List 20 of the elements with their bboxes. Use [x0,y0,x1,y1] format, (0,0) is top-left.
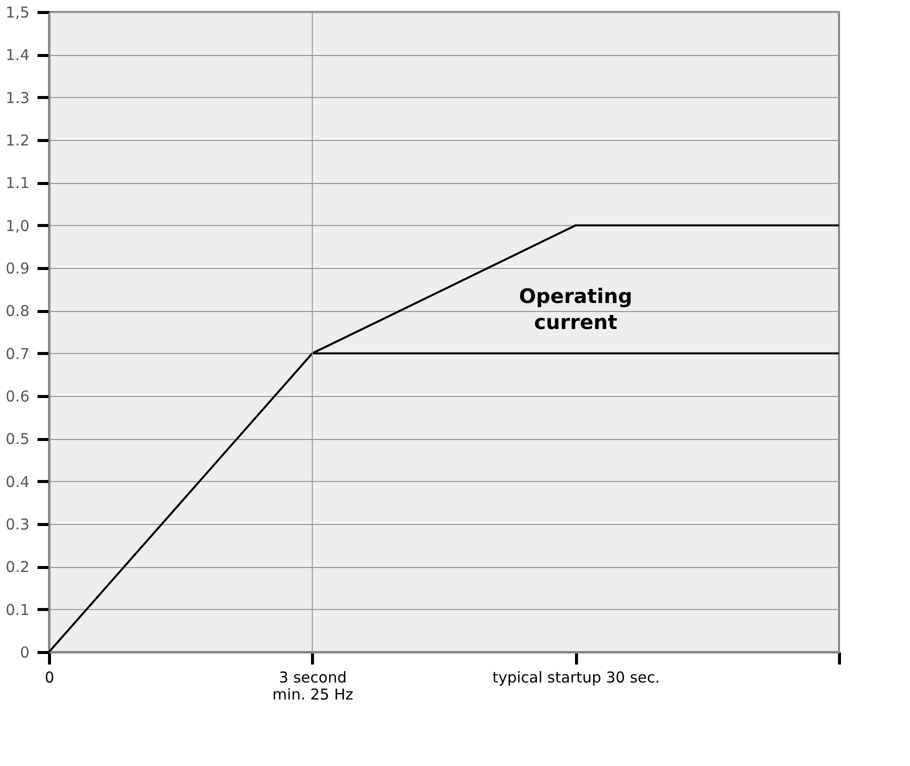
annotation: Operating current [519,284,632,334]
y-tick-label: 1.4 [6,46,30,64]
y-tick-label: 1.2 [6,132,30,150]
y-tick-label: 0.3 [6,516,30,534]
y-tick-label: 0.6 [6,388,30,406]
y-tick-label: 0 [20,644,30,662]
y-tick-label: 1,5 [6,4,30,22]
y-tick-label: 0.4 [6,472,30,491]
x-tick-label: typical startup 30 sec. [492,668,660,686]
x-tick-label: 0 [44,668,54,686]
y-tick-label: 1.3 [6,88,30,107]
y-tick-label: 0.5 [6,430,30,448]
y-tick-label: 1,0 [6,216,30,235]
y-tick-label: 0.8 [6,302,30,320]
y-tick-label: 0.2 [6,558,30,576]
y-tick-label: 0.1 [6,600,30,619]
y-tick-label: 0.9 [6,260,30,278]
y-tick-label: 0.7 [6,344,30,363]
y-tick-label: 1.1 [6,174,30,192]
x-tick-label: 3 second min. 25 Hz [272,668,354,704]
